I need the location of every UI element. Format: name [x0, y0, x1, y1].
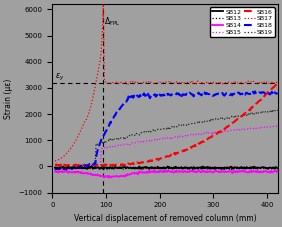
- Text: $\varepsilon_y$: $\varepsilon_y$: [55, 72, 64, 83]
- Y-axis label: Strain (με): Strain (με): [4, 78, 13, 118]
- X-axis label: Vertical displacement of removed column (mm): Vertical displacement of removed column …: [74, 214, 256, 223]
- Text: $\Delta_{\rm FPL}$: $\Delta_{\rm FPL}$: [104, 16, 121, 28]
- Legend: SB12, SB13, SB14, SB15, SB16, SB17, SB18, SB19: SB12, SB13, SB14, SB15, SB16, SB17, SB18…: [210, 7, 275, 37]
